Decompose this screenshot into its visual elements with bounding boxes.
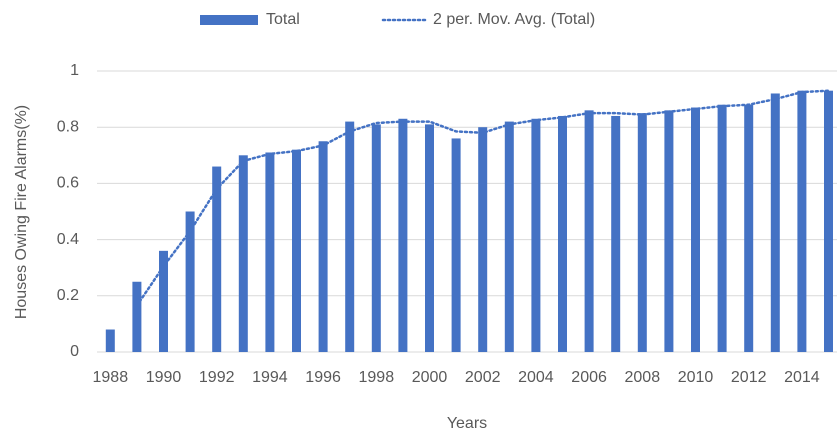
y-axis-title: Houses Owing Fire Alarms(%) [13,105,30,319]
bar [691,107,700,352]
x-tick-label: 1992 [199,369,235,386]
y-tick-label: 0.2 [57,287,79,304]
bar [238,155,248,352]
x-tick-label: 2004 [518,369,554,386]
bar [371,124,381,352]
bar [292,149,301,352]
bar [265,152,275,352]
bar [637,113,647,353]
x-tick-label: 2012 [731,369,767,386]
y-tick-label: 0.8 [57,118,79,135]
y-tick-label: 0.6 [57,175,79,192]
bar [159,250,168,352]
bar [744,104,754,352]
bar [531,118,541,353]
x-tick-label: 1996 [305,369,341,386]
bar [824,90,833,353]
x-tick-label: 2014 [784,369,820,386]
bar [425,124,434,352]
x-tick-label: 1994 [252,369,288,386]
legend-label: 2 per. Mov. Avg. (Total) [433,11,595,28]
bar [770,93,780,352]
bar [611,115,621,353]
x-tick-label: 2006 [571,369,607,386]
bar [185,211,195,352]
bar [558,115,567,353]
bar [132,281,142,352]
x-tick-label: 1988 [93,369,129,386]
legend-swatch [200,15,258,25]
y-tick-label: 0 [70,343,79,360]
x-axis-title: Years [447,415,487,432]
bar [318,141,328,352]
bar [717,104,727,352]
bar [345,121,355,352]
bar [504,121,514,352]
x-tick-label: 2002 [465,369,501,386]
bar [212,166,222,352]
bar [478,127,488,352]
x-tick-label: 2008 [625,369,661,386]
bar [105,329,115,352]
legend-label: Total [266,11,300,28]
bar [584,110,594,352]
y-tick-label: 0.4 [57,231,79,248]
x-tick-label: 2010 [678,369,714,386]
x-tick-label: 2000 [412,369,448,386]
bar [797,90,807,353]
bar [398,118,408,353]
bar [451,138,461,352]
moving-average-line [135,89,830,307]
y-tick-label: 1 [70,62,79,79]
x-tick-label: 1990 [146,369,182,386]
x-tick-label: 1998 [359,369,395,386]
bar [664,110,674,352]
